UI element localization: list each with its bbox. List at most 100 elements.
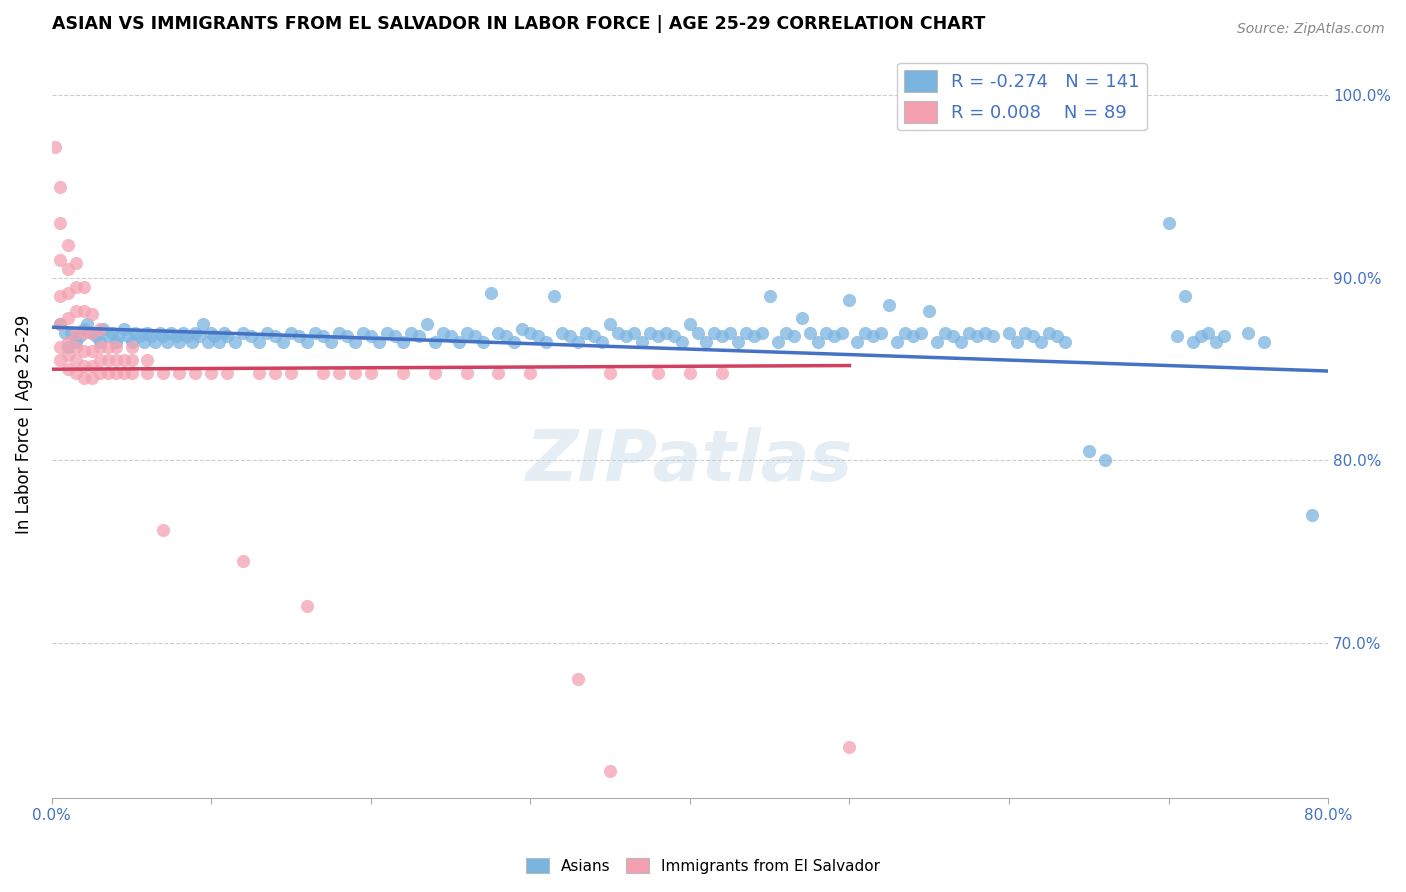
Point (1213, 329, 1236, 343)
Point (80, 326, 103, 340)
Point (998, 326, 1021, 340)
Point (360, 329, 382, 343)
Point (710, 366, 733, 380)
Point (65, 340, 87, 354)
Point (121, 366, 143, 380)
Point (742, 329, 765, 343)
Point (197, 334, 219, 349)
Point (1014, 326, 1036, 340)
Point (124, 326, 146, 340)
Point (139, 329, 162, 343)
Point (184, 366, 207, 380)
Point (200, 366, 222, 380)
Point (73, 359, 96, 373)
Legend: Asians, Immigrants from El Salvador: Asians, Immigrants from El Salvador (520, 852, 886, 880)
Point (169, 334, 191, 349)
Point (1053, 334, 1076, 349)
Point (232, 554, 254, 568)
Point (89, 340, 111, 354)
Point (112, 366, 135, 380)
Point (464, 329, 486, 343)
Point (184, 326, 207, 340)
Point (966, 329, 988, 343)
Point (1181, 334, 1204, 349)
Point (503, 334, 526, 349)
Point (695, 334, 717, 349)
Point (312, 329, 335, 343)
Point (59, 326, 82, 340)
Point (165, 329, 187, 343)
Point (1077, 444, 1099, 458)
Point (536, 334, 558, 349)
Point (638, 326, 661, 340)
Point (136, 366, 159, 380)
Point (846, 334, 869, 349)
Point (1198, 326, 1220, 340)
Point (217, 366, 239, 380)
Point (295, 599, 318, 614)
Point (734, 326, 756, 340)
Point (391, 334, 413, 349)
Point (647, 329, 669, 343)
Point (152, 366, 174, 380)
Point (1189, 329, 1212, 343)
Point (65, 353, 87, 368)
Point (1237, 326, 1260, 340)
Point (352, 326, 374, 340)
Point (456, 326, 478, 340)
Point (519, 366, 541, 380)
Point (169, 366, 191, 380)
Point (927, 334, 949, 349)
Point (679, 366, 702, 380)
Point (981, 329, 1004, 343)
Point (91, 322, 114, 336)
Point (855, 326, 877, 340)
Point (456, 366, 478, 380)
Point (591, 334, 613, 349)
Point (1205, 334, 1227, 349)
Point (495, 329, 517, 343)
Point (727, 334, 749, 349)
Point (176, 329, 198, 343)
Point (149, 326, 172, 340)
Point (1046, 329, 1069, 343)
Point (432, 326, 454, 340)
Point (73, 322, 96, 336)
Point (65, 256, 87, 270)
Point (89, 366, 111, 380)
Legend: R = -0.274   N = 141, R = 0.008    N = 89: R = -0.274 N = 141, R = 0.008 N = 89 (897, 62, 1147, 130)
Point (136, 353, 159, 368)
Point (408, 329, 430, 343)
Point (101, 326, 124, 340)
Point (471, 334, 494, 349)
Point (1005, 334, 1028, 349)
Point (48, 252, 70, 267)
Point (208, 334, 231, 349)
Point (631, 334, 654, 349)
Point (599, 764, 621, 778)
Point (48, 179, 70, 194)
Point (560, 329, 582, 343)
Point (65, 303, 87, 318)
Point (1301, 508, 1323, 523)
Point (187, 329, 209, 343)
Point (942, 329, 965, 343)
Point (121, 334, 143, 349)
Point (831, 326, 853, 340)
Point (814, 326, 837, 340)
Point (256, 326, 278, 340)
Point (607, 326, 630, 340)
Point (86, 329, 108, 343)
Point (89, 322, 111, 336)
Point (328, 326, 350, 340)
Point (152, 523, 174, 537)
Point (551, 326, 574, 340)
Point (775, 326, 797, 340)
Point (838, 293, 860, 307)
Point (156, 334, 179, 349)
Point (224, 334, 246, 349)
Point (1038, 326, 1060, 340)
Point (112, 353, 135, 368)
Point (76, 317, 98, 331)
Point (73, 303, 96, 318)
